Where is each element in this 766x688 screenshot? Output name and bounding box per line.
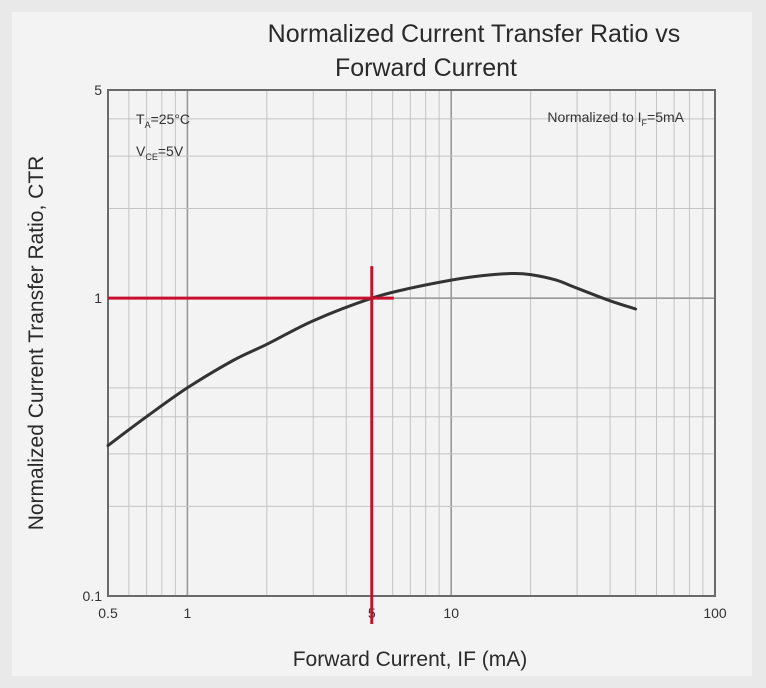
series-layer: [106, 271, 638, 448]
x-tick-label: 1: [184, 605, 192, 621]
annotation-ta: TA=25°C: [136, 111, 190, 130]
chart-title: Normalized Current Transfer Ratio vs: [268, 20, 681, 48]
x-tick-label: 10: [443, 605, 459, 621]
annotation-normalized: Normalized to IF=5mA: [547, 109, 684, 128]
tick-labels: 0.515101000.115: [83, 82, 727, 621]
annotation-vce: VCE=5V: [136, 143, 184, 162]
grid: [107, 90, 716, 596]
reference-lines: [108, 266, 394, 624]
chart-subtitle: Forward Current: [335, 54, 517, 82]
ctr-chart: Normalized Current Transfer Ratio vs For…: [25, 20, 727, 671]
x-axis-label: Forward Current, IF (mA): [293, 648, 528, 671]
y-tick-label: 0.1: [83, 588, 103, 604]
ctr-curve: [106, 271, 638, 448]
x-tick-label: 100: [703, 605, 727, 621]
plot-area: [107, 89, 716, 597]
y-tick-label: 5: [94, 82, 102, 98]
chart-frame: Normalized Current Transfer Ratio vs For…: [12, 12, 752, 676]
y-axis-label: Normalized Current Transfer Ratio, CTR: [25, 156, 48, 531]
x-tick-label: 0.5: [98, 605, 118, 621]
y-tick-label: 1: [94, 290, 102, 306]
